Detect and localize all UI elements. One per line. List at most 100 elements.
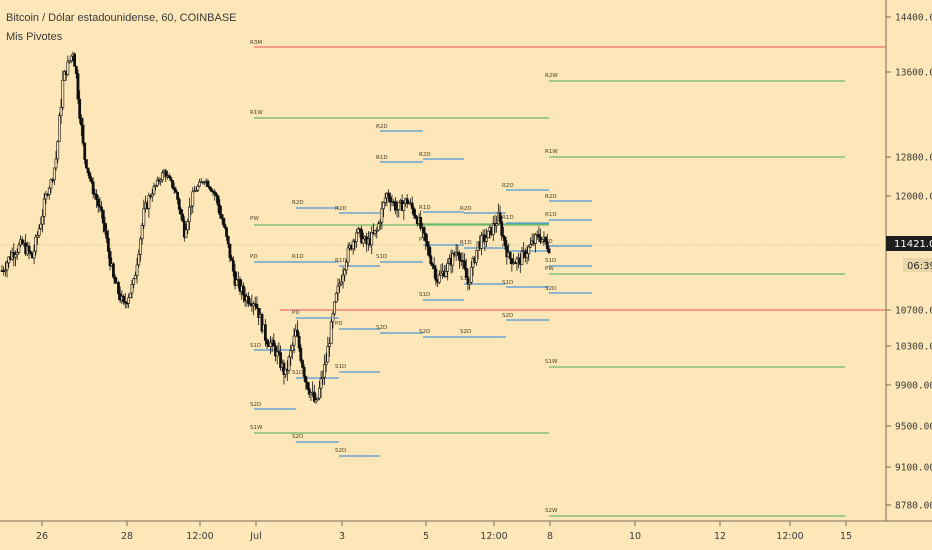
candle-body (545, 237, 547, 242)
time-tick-label: 10 (629, 531, 641, 542)
candle-body (447, 263, 449, 271)
pivot-label-r2d: R2D (502, 183, 514, 189)
candle-body (420, 217, 422, 228)
pivot-label-r2d: R2D (460, 206, 472, 212)
pivot-label-r1d: R1D (545, 212, 557, 218)
candle-body (87, 168, 89, 173)
candle-body (438, 275, 440, 282)
pivot-label-s2d: S2D (419, 329, 430, 335)
countdown-label: 06:39 (907, 261, 932, 272)
candle-body (323, 365, 325, 378)
candle-body (16, 252, 18, 254)
candle-body (296, 330, 298, 336)
pivot-label-s2w: S2W (545, 508, 558, 514)
pivot-label-r2d: R2D (292, 200, 304, 206)
time-tick-label: 12:00 (776, 531, 803, 542)
pivot-label-r1d: R1D (292, 254, 304, 260)
candle-body (475, 251, 477, 263)
price-tick-label: 12000.00 (895, 192, 932, 203)
candle-body (28, 246, 30, 252)
candle-body (347, 248, 349, 262)
candle-body (55, 159, 57, 168)
candle-body (136, 265, 138, 276)
pivot-label-r1d: R1D (502, 215, 514, 221)
pivot-label-r2d: R2D (545, 194, 557, 200)
candle-body (327, 346, 329, 362)
time-tick-label: 28 (121, 531, 133, 542)
candle-body (332, 314, 334, 322)
candle-body (337, 286, 339, 293)
time-tick-label: 5 (423, 531, 429, 542)
candle-body (90, 179, 92, 182)
candle-body (333, 302, 335, 314)
candle-body (170, 178, 172, 181)
pivot-label-s2d: S2D (460, 329, 471, 335)
candle-body (431, 264, 433, 266)
candle-body (516, 259, 518, 263)
candle-body (320, 379, 322, 389)
candle-body (406, 199, 408, 203)
candle-body (426, 241, 428, 246)
candle-body (106, 231, 108, 238)
candle-body (465, 268, 467, 277)
chart-title: Bitcoin / Dólar estadounidense, 60, COIN… (6, 12, 237, 24)
candle-body (318, 388, 320, 398)
candle-body (161, 173, 163, 180)
candle-body (470, 267, 472, 282)
candle-body (529, 244, 531, 247)
candle-body (231, 258, 233, 261)
pivot-label-s2d: S2D (292, 434, 303, 440)
candle-body (504, 237, 506, 246)
pivot-label-r2d: R2D (335, 206, 347, 212)
candle-body (269, 343, 271, 347)
indicator-name[interactable]: Mis Pivotes (6, 31, 62, 43)
candle-body (185, 230, 187, 237)
candle-body (225, 228, 227, 237)
candle-body (403, 204, 405, 211)
candle-body (487, 231, 489, 238)
pivot-label-r1d: R1D (376, 155, 388, 161)
price-tick-label: 9100.00 (895, 463, 932, 474)
candle-body (48, 188, 50, 194)
candle-body (501, 222, 503, 236)
candle-body (381, 209, 383, 223)
candle-body (528, 247, 530, 254)
candle-body (143, 209, 145, 226)
candle-body (6, 263, 8, 270)
candle-body (345, 262, 347, 270)
pivot-label-s2d: S2D (545, 286, 556, 292)
candle-body (288, 357, 290, 370)
time-tick-label: 12:00 (480, 531, 507, 542)
candle-body (499, 213, 501, 222)
candle-body (458, 253, 460, 260)
candle-body (301, 361, 303, 368)
candle-body (411, 203, 413, 209)
candle-body (430, 256, 432, 264)
candle-body (171, 180, 173, 187)
candle-body (85, 160, 87, 168)
candle-body (182, 214, 184, 221)
candle-body (134, 275, 136, 278)
pivot-label-r1d: R1D (335, 258, 347, 264)
candle-body (445, 271, 447, 276)
time-tick-label: 12 (714, 531, 726, 542)
candle-body (70, 56, 72, 61)
candle-body (440, 273, 442, 275)
candle-body (148, 196, 150, 209)
candle-body (521, 251, 523, 264)
pivot-label-s2d: S2D (250, 402, 261, 408)
candle-body (128, 298, 130, 304)
candle-body (303, 367, 305, 376)
candle-body (92, 182, 94, 194)
pivot-label-pd: PD (335, 321, 343, 327)
candle-body (256, 304, 258, 308)
pivot-label-s1w: S1W (250, 425, 263, 431)
candle-body (60, 107, 62, 115)
candle-body (129, 293, 131, 298)
candle-body (192, 192, 194, 206)
candle-body (305, 377, 307, 383)
candle-body (264, 325, 266, 341)
pivot-label-s1w: S1W (545, 359, 558, 365)
